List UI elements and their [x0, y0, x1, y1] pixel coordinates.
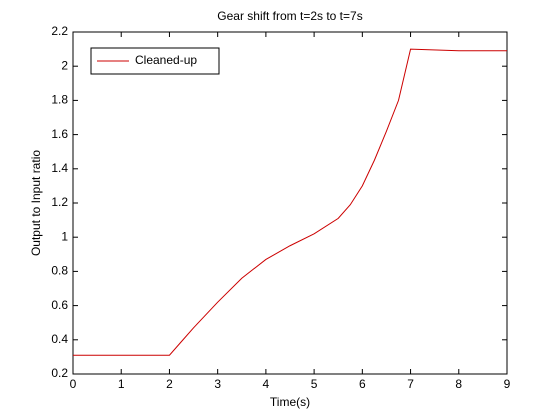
x-tick-label: 8: [455, 377, 462, 391]
legend-label: Cleaned-up: [135, 53, 197, 67]
x-tick-label: 6: [359, 377, 366, 391]
x-tick-label: 7: [407, 377, 414, 391]
x-tick-label: 9: [504, 377, 511, 391]
x-tick-label: 3: [214, 377, 221, 391]
y-tick-label: 1.2: [51, 195, 68, 209]
y-tick-label: 0.8: [51, 264, 68, 278]
x-tick-label: 5: [311, 377, 318, 391]
x-tick-label: 2: [166, 377, 173, 391]
data-line: [73, 48, 507, 356]
y-tick-label: 2: [61, 58, 68, 72]
y-tick-label: 1.4: [51, 161, 68, 175]
x-tick-label: 4: [263, 377, 270, 391]
y-tick-label: 1.8: [51, 93, 68, 107]
plot-area: [72, 31, 508, 375]
y-tick-label: 2.2: [51, 24, 68, 38]
x-tick-label: 1: [118, 377, 125, 391]
y-tick-label: 1.6: [51, 127, 68, 141]
y-axis-label: Output to Input ratio: [29, 150, 43, 256]
x-axis-label: Time(s): [270, 395, 310, 409]
chart-title: Gear shift from t=2s to t=7s: [217, 9, 362, 23]
y-tick-label: 0.2: [51, 366, 68, 380]
y-tick-label: 0.6: [51, 298, 68, 312]
y-tick-label: 0.4: [51, 332, 68, 346]
x-tick-label: 0: [70, 377, 77, 391]
y-tick-label: 1: [61, 229, 68, 243]
